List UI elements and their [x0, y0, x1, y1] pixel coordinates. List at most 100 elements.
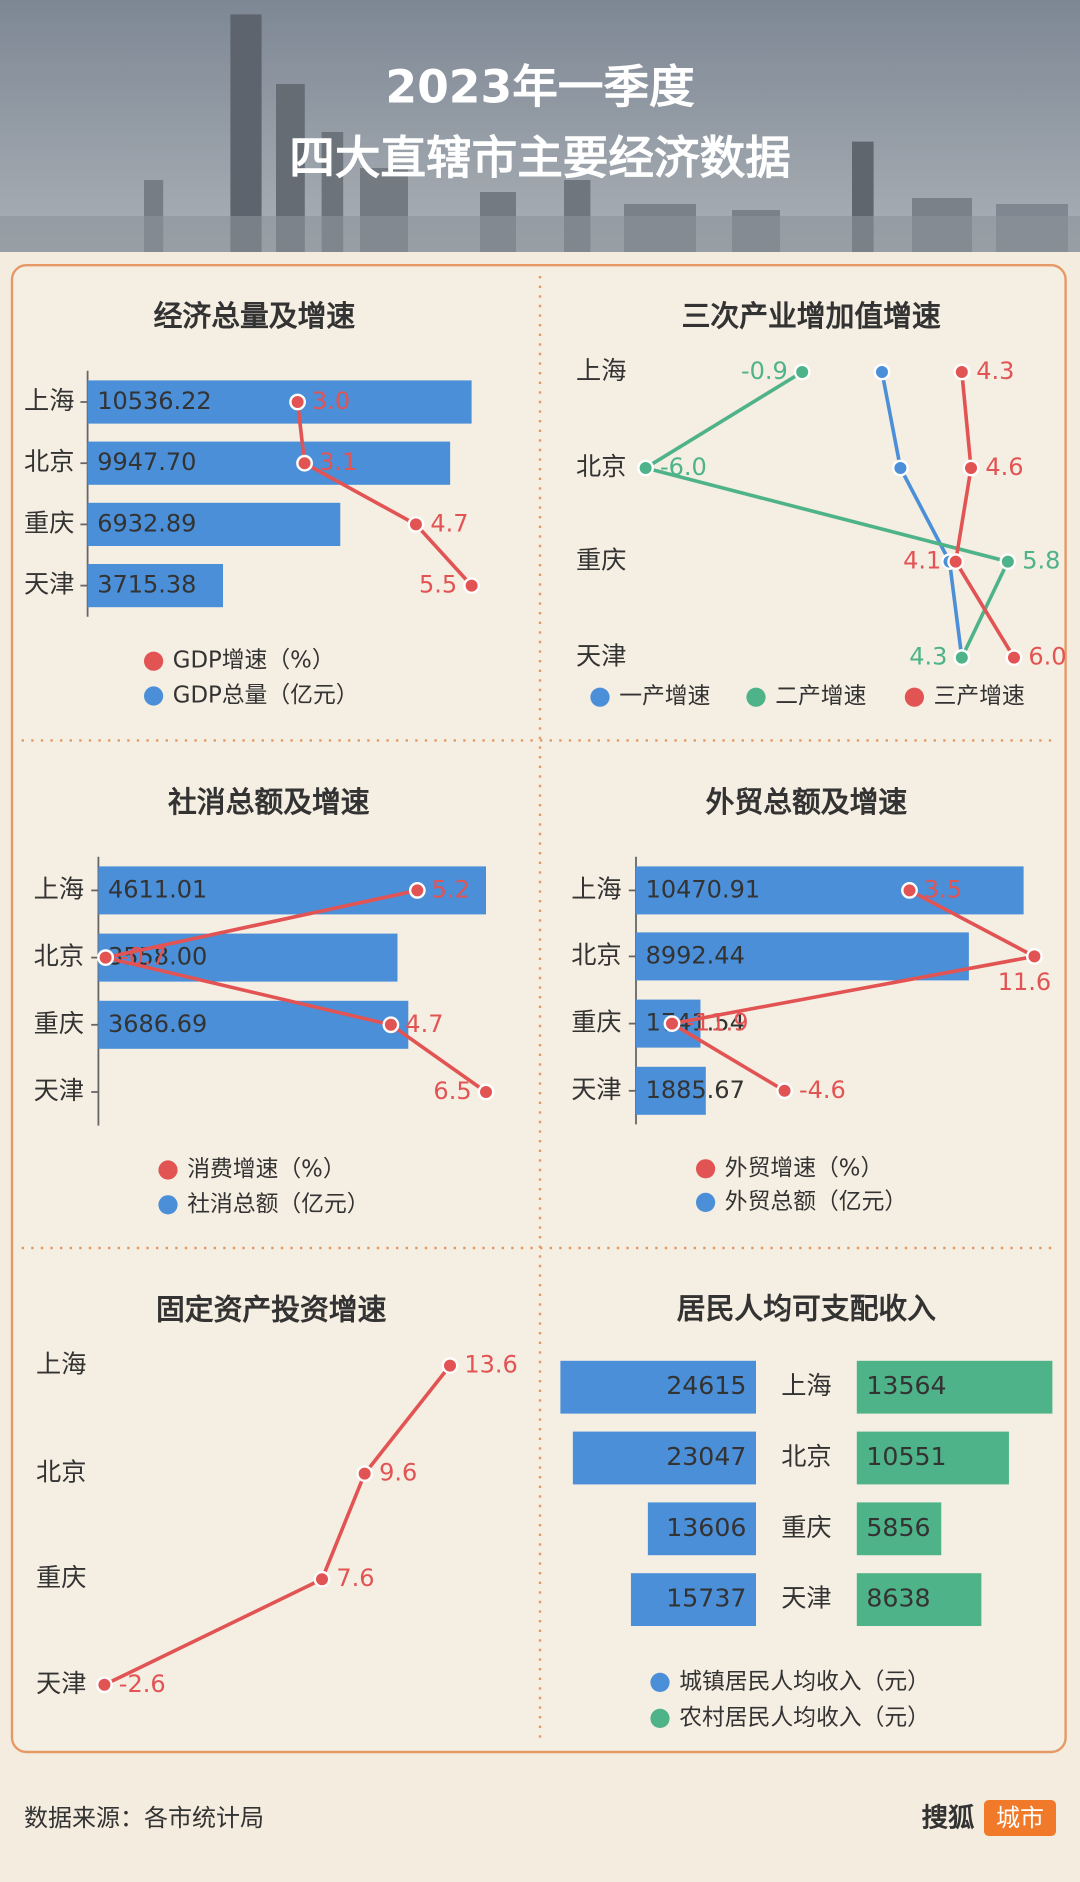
category-label: 上海: [34, 874, 84, 903]
category-label: 北京: [571, 940, 621, 969]
dividers: [21, 276, 1056, 1741]
legend-label: 二产增速: [775, 684, 866, 710]
legend-marker: [696, 1192, 716, 1213]
legend-label: 消费增速（%）: [187, 1157, 345, 1183]
legend-marker: [904, 687, 924, 707]
bar: [87, 380, 472, 424]
bar: [87, 564, 224, 608]
header-image: 2023年一季度 四大直辖市主要经济数据: [0, 0, 1080, 253]
point: [97, 949, 114, 967]
value-label: 5.5: [419, 571, 457, 599]
chart-title: 固定资产投资增速: [156, 1293, 387, 1327]
bar: [647, 1502, 756, 1556]
category-label: 天津: [36, 1669, 86, 1698]
legend-marker: [650, 1708, 670, 1729]
value-label: -6.0: [660, 453, 707, 481]
category-label: 天津: [34, 1076, 84, 1105]
point: [776, 1082, 793, 1100]
point: [356, 1465, 374, 1483]
point: [463, 577, 480, 595]
title-line1: 2023年一季度: [385, 61, 695, 114]
point: [962, 459, 980, 477]
legend-label: 城镇居民人均收入（元）: [679, 1669, 930, 1695]
bar: [560, 1360, 756, 1414]
bar-label: 4611.01: [108, 875, 207, 903]
point: [407, 516, 425, 533]
point: [1025, 948, 1043, 965]
category-label: 北京: [34, 942, 84, 971]
legend-label: 三产增速: [934, 684, 1025, 710]
bar: [856, 1431, 1009, 1485]
bar-label: 8638: [866, 1584, 930, 1613]
legend-label: 外贸总额（亿元）: [725, 1189, 907, 1215]
bar-label: 5856: [866, 1513, 930, 1542]
value-label: 4.3: [909, 643, 947, 671]
category-label: 天津: [576, 642, 626, 671]
category-label: 重庆: [24, 508, 74, 537]
category-label: 北京: [576, 452, 626, 481]
category-label: 天津: [24, 570, 74, 599]
brand: 搜狐: [922, 1803, 975, 1834]
chart-title: 居民人均可支配收入: [677, 1291, 936, 1325]
line: [880, 371, 964, 658]
bar: [856, 1573, 982, 1627]
bar: [572, 1431, 756, 1485]
value-label: -0.9: [741, 357, 788, 385]
point: [999, 553, 1017, 571]
category-label: 天津: [781, 1584, 831, 1613]
point: [901, 882, 918, 899]
category-label: 上海: [36, 1350, 86, 1379]
chart-title: 经济总量及增速: [154, 299, 356, 333]
category-label: 天津: [571, 1075, 621, 1104]
point: [873, 363, 891, 381]
value-label: 13.6: [464, 1351, 517, 1379]
legend-marker: [696, 1159, 716, 1179]
bar-label: 6932.89: [97, 509, 196, 537]
point: [441, 1357, 459, 1375]
legend-marker: [746, 687, 766, 707]
bar-label: 15737: [666, 1584, 746, 1613]
category-label: 重庆: [576, 546, 626, 575]
value-label: 5.2: [432, 875, 470, 903]
point: [892, 459, 909, 477]
legend-marker: [590, 687, 610, 707]
bar: [856, 1502, 942, 1556]
line: [953, 371, 1016, 659]
value-label: -0.7: [120, 943, 167, 971]
bar: [98, 1000, 409, 1049]
category-label: 上海: [576, 356, 626, 385]
bar: [87, 502, 341, 547]
value-label: 4.6: [985, 453, 1023, 481]
value-label: 5.8: [1022, 547, 1060, 575]
value-label: 6.0: [1028, 643, 1066, 671]
panel-border: [10, 264, 1067, 1754]
bar: [636, 1066, 706, 1115]
category-label: 北京: [781, 1442, 831, 1471]
bar-label: 23047: [666, 1442, 746, 1471]
category-label: 上海: [571, 874, 621, 903]
value-label: 6.5: [433, 1077, 471, 1105]
category-label: 重庆: [781, 1513, 831, 1542]
point: [477, 1083, 495, 1101]
point: [793, 363, 811, 381]
bar-label: 10551: [866, 1442, 946, 1471]
line: [103, 1364, 452, 1687]
bar: [636, 866, 1024, 915]
value-label: 3.0: [312, 387, 350, 415]
value-label: -4.6: [799, 1076, 846, 1104]
category-label: 北京: [24, 447, 74, 476]
category-label: 重庆: [36, 1563, 86, 1592]
point: [953, 363, 971, 381]
value-label: -11.9: [686, 1009, 748, 1037]
chart-title: 社消总额及增速: [168, 785, 370, 819]
chart-title: 外贸总额及增速: [706, 785, 908, 819]
value-label: 9.6: [379, 1459, 417, 1487]
point: [408, 882, 426, 899]
value-label: 4.1: [903, 547, 941, 575]
bar-label: 8992.44: [646, 941, 745, 969]
legend-label: 社消总额（亿元）: [187, 1191, 369, 1217]
bar-label: 9947.70: [97, 448, 196, 476]
category-label: 重庆: [34, 1009, 84, 1038]
bar-label: 24615: [666, 1371, 746, 1400]
